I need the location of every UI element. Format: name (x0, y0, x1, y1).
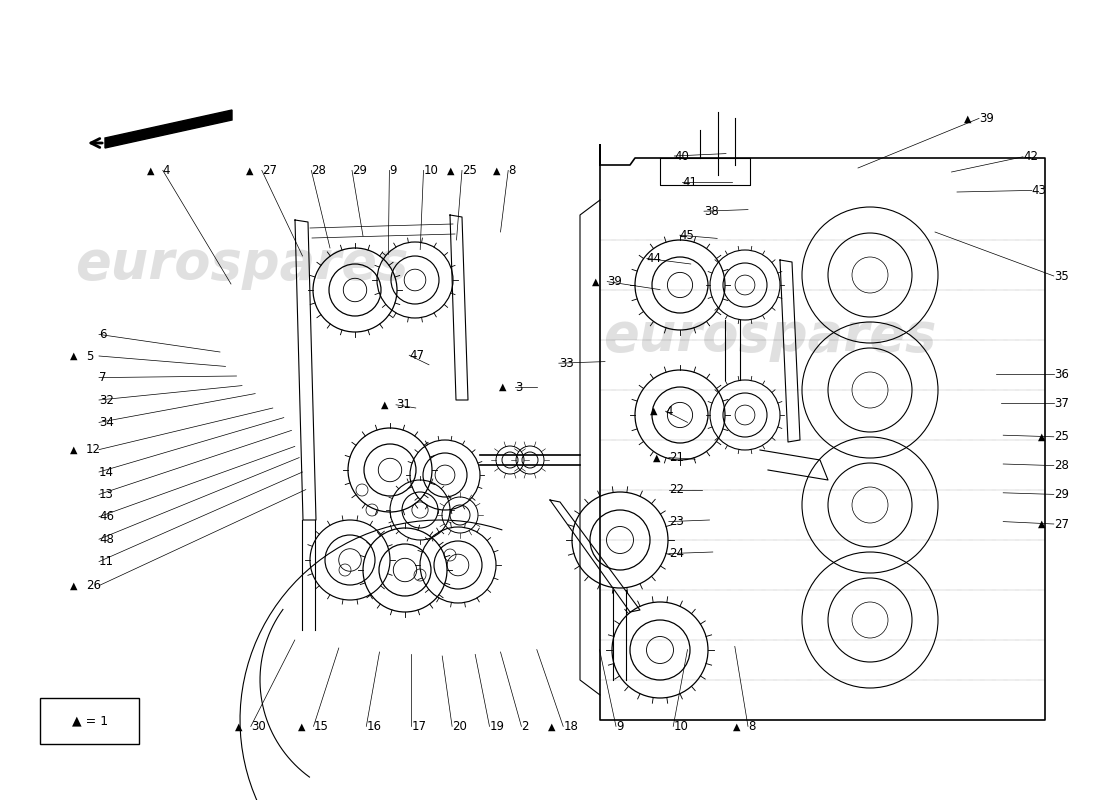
Text: 30: 30 (251, 720, 265, 733)
Text: 39: 39 (607, 275, 623, 288)
Text: 4: 4 (163, 164, 170, 177)
Text: ▲: ▲ (298, 722, 306, 731)
Text: 33: 33 (559, 357, 573, 370)
Text: ▲: ▲ (493, 166, 500, 175)
Text: 26: 26 (86, 579, 101, 592)
Text: 8: 8 (748, 720, 756, 733)
Text: 21: 21 (669, 451, 684, 464)
Text: 44: 44 (647, 252, 662, 265)
Text: 43: 43 (1032, 184, 1047, 197)
Text: 23: 23 (669, 515, 684, 528)
Text: 38: 38 (704, 205, 718, 218)
Text: ▲: ▲ (235, 722, 243, 731)
Text: 25: 25 (462, 164, 477, 177)
Text: ▲: ▲ (733, 722, 740, 731)
Text: 27: 27 (1054, 518, 1069, 530)
Text: 6: 6 (99, 328, 107, 341)
Text: ▲: ▲ (592, 277, 600, 286)
Text: 32: 32 (99, 394, 114, 406)
Text: 8: 8 (508, 164, 516, 177)
Text: 28: 28 (1054, 459, 1069, 472)
Text: 31: 31 (396, 398, 411, 411)
Text: 39: 39 (979, 112, 994, 125)
Text: 29: 29 (352, 164, 367, 177)
Text: ▲: ▲ (147, 166, 155, 175)
Text: 34: 34 (99, 416, 114, 429)
Text: ▲ = 1: ▲ = 1 (72, 714, 108, 727)
Text: 10: 10 (673, 720, 689, 733)
Text: 7: 7 (99, 371, 107, 384)
Text: 37: 37 (1054, 397, 1069, 410)
Text: 36: 36 (1054, 368, 1069, 381)
Text: 13: 13 (99, 488, 114, 501)
Text: 47: 47 (409, 349, 425, 362)
Text: 42: 42 (1023, 150, 1038, 163)
Text: 12: 12 (86, 443, 101, 456)
Text: ▲: ▲ (650, 406, 658, 416)
Text: 9: 9 (389, 164, 397, 177)
Text: 22: 22 (669, 483, 684, 496)
Text: 20: 20 (452, 720, 468, 733)
Text: 2: 2 (521, 720, 529, 733)
Text: 18: 18 (563, 720, 579, 733)
Text: 11: 11 (99, 555, 114, 568)
Text: ▲: ▲ (70, 581, 78, 590)
Text: 24: 24 (669, 547, 684, 560)
Text: 48: 48 (99, 533, 114, 546)
Text: ▲: ▲ (653, 453, 661, 462)
Text: eurospares: eurospares (75, 238, 409, 290)
Text: ▲: ▲ (548, 722, 556, 731)
Text: 17: 17 (411, 720, 427, 733)
Text: ▲: ▲ (70, 445, 78, 454)
Text: 14: 14 (99, 466, 114, 478)
Text: 40: 40 (674, 150, 690, 162)
Text: ▲: ▲ (1038, 432, 1046, 442)
Text: 35: 35 (1054, 270, 1068, 282)
Text: 10: 10 (424, 164, 439, 177)
Text: ▲: ▲ (246, 166, 254, 175)
Text: 25: 25 (1054, 430, 1069, 443)
Text: 15: 15 (314, 720, 329, 733)
Text: ▲: ▲ (70, 351, 78, 361)
Text: ▲: ▲ (1038, 519, 1046, 529)
Text: 19: 19 (490, 720, 505, 733)
Text: ▲: ▲ (499, 382, 507, 392)
Text: 46: 46 (99, 510, 114, 523)
Text: 3: 3 (515, 381, 522, 394)
Text: 28: 28 (311, 164, 327, 177)
Text: 4: 4 (666, 405, 673, 418)
Text: 41: 41 (682, 176, 697, 189)
Text: 5: 5 (86, 350, 94, 362)
Polygon shape (104, 110, 232, 148)
Text: 45: 45 (680, 229, 695, 242)
Text: ▲: ▲ (964, 114, 971, 123)
Text: 27: 27 (262, 164, 277, 177)
Text: 9: 9 (616, 720, 624, 733)
Text: 16: 16 (366, 720, 382, 733)
Text: eurospares: eurospares (603, 310, 937, 362)
Text: 29: 29 (1054, 488, 1069, 501)
Text: ▲: ▲ (447, 166, 454, 175)
Text: ▲: ▲ (381, 400, 388, 410)
